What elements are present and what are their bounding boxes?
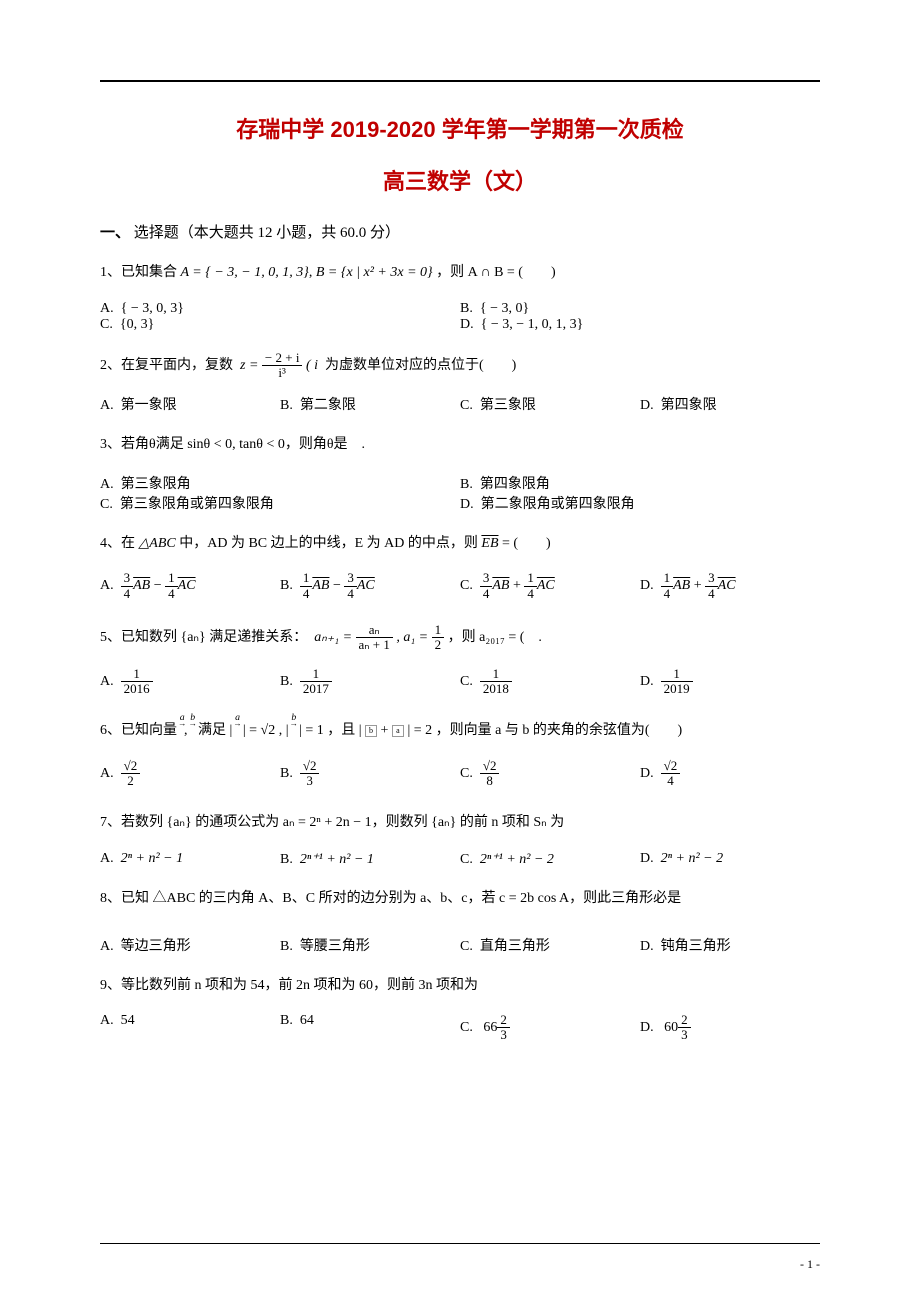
q2-opt-c: C. 第三象限 xyxy=(460,394,640,414)
question-4: 4、在 △ABC 中，AD 为 BC 边上的中线，E 为 AD 的中点，则 EB… xyxy=(100,531,820,558)
q4-opt-d: D. 14AB + 34AC xyxy=(640,571,820,601)
question-8: 8、已知 △ABC 的三内角 A、B、C 所对的边分别为 a、b、c，若 c =… xyxy=(100,886,820,913)
q2-prefix: 2、在复平面内，复数 xyxy=(100,358,233,373)
q2-suffix: 为虚数单位对应的点位于( ) xyxy=(325,358,516,373)
q7-opt-a: A. 2ⁿ + n² − 1 xyxy=(100,851,280,868)
question-5: 5、已知数列 {aₙ} 满足递推关系： aₙ₊₁ = aₙ aₙ + 1 , a… xyxy=(100,623,820,653)
q6-opt-b: B. √23 xyxy=(280,759,460,789)
q7-opt-c: C. 2ⁿ⁺¹ + n² − 2 xyxy=(460,851,640,868)
q8-options: A. 等边三角形 B. 等腰三角形 C. 直角三角形 D. 钝角三角形 xyxy=(100,935,820,955)
q6-mid2: , | xyxy=(279,723,289,738)
section-text: 选择题（本大题共 12 小题，共 60.0 分） xyxy=(134,225,400,241)
q4-opt-a: A. 34AB − 14AC xyxy=(100,571,280,601)
q1-stem-prefix: 1、已知集合 xyxy=(100,265,177,280)
q5-opt-a: A. 12016 xyxy=(100,667,280,697)
q4-options: A. 34AB − 14AC B. 14AB − 34AC C. 34AB + … xyxy=(100,571,820,601)
q4-opt-b: B. 14AB − 34AC xyxy=(280,571,460,601)
q4-mid: 中，AD 为 BC 边上的中线，E 为 AD 的中点，则 xyxy=(179,536,478,551)
q3-opt-c: C. 第三象限角或第四象限角 xyxy=(100,493,460,513)
q1-opt-c: C. {0, 3} xyxy=(100,317,460,333)
q5-options: A. 12016 B. 12017 C. 12018 D. 12019 xyxy=(100,667,820,697)
question-7: 7、若数列 {aₙ} 的通项公式为 aₙ = 2ⁿ + 2n − 1，则数列 {… xyxy=(100,810,820,837)
q6-mid3: ，且 | xyxy=(327,723,361,738)
q6-vec-a-icon: a→ xyxy=(181,718,185,745)
q2-i-note: ( i xyxy=(306,358,318,373)
q1-options: A. { − 3, 0, 3} B. { − 3, 0} C. {0, 3} D… xyxy=(100,301,820,333)
q2-opt-a: A. 第一象限 xyxy=(100,394,280,414)
q6-norm-b: | = 1 xyxy=(299,723,324,738)
q6-box-b: b xyxy=(365,725,377,737)
question-2: 2、在复平面内，复数 z = − 2 + i i³ ( i 为虚数单位对应的点位… xyxy=(100,351,820,381)
q2-opt-d: D. 第四象限 xyxy=(640,394,820,414)
q6-suffix: ，则向量 a 与 b 的夹角的余弦值为( ) xyxy=(436,723,683,738)
section-label: 一、 xyxy=(100,225,130,241)
q5-opt-d: D. 12019 xyxy=(640,667,820,697)
q1-stem-suffix: ，则 A ∩ B = ( ) xyxy=(436,265,556,280)
footer-rule xyxy=(100,1243,820,1244)
q6-vec-b-icon: b→ xyxy=(191,718,195,745)
q2-z: z = xyxy=(240,358,258,373)
title-line-2: 高三数学（文） xyxy=(100,164,820,196)
question-9: 9、等比数列前 n 项和为 54，前 2n 项和为 60，则前 3n 项和为 xyxy=(100,973,820,1000)
q5-a1-frac: 1 2 xyxy=(432,623,445,653)
q1-opt-b: B. { − 3, 0} xyxy=(460,301,820,317)
q2-frac: − 2 + i i³ xyxy=(262,351,303,381)
q3-opt-d: D. 第二象限角或第四象限角 xyxy=(460,493,820,513)
q6-box-a: a xyxy=(392,725,404,737)
q1-opt-d: D. { − 3, − 1, 0, 1, 3} xyxy=(460,317,820,333)
q5-a1-lhs: , a₁ = xyxy=(396,630,428,645)
q9-opt-d: D. 6023 xyxy=(640,1013,820,1043)
q5-suffix: ，则 a₂₀₁₇ = ( . xyxy=(448,630,542,645)
q6-sum-expr: + xyxy=(381,723,392,738)
q6-norm-sum: | = 2 xyxy=(407,723,432,738)
q5-rec-frac: aₙ aₙ + 1 xyxy=(356,623,393,653)
q6-prefix: 6、已知向量 xyxy=(100,723,177,738)
q8-opt-d: D. 钝角三角形 xyxy=(640,935,820,955)
page-number: - 1 - xyxy=(800,1257,820,1272)
q5-opt-b: B. 12017 xyxy=(280,667,460,697)
q6-opt-c: C. √28 xyxy=(460,759,640,789)
q2-options: A. 第一象限 B. 第二象限 C. 第三象限 D. 第四象限 xyxy=(100,394,820,414)
q5-prefix: 5、已知数列 {aₙ} 满足递推关系： xyxy=(100,630,307,645)
q5-rec-lhs: aₙ₊₁ = xyxy=(314,630,352,645)
q5-opt-c: C. 12018 xyxy=(460,667,640,697)
q1-set-b: B = {x | x² + 3x = 0} xyxy=(316,265,433,280)
q6-vec-a2-icon: a→ xyxy=(236,718,240,745)
q4-suffix: = ( ) xyxy=(502,536,551,551)
question-1: 1、已知集合 A = { − 3, − 1, 0, 1, 3}, B = {x … xyxy=(100,260,820,287)
q6-norm-a: | = √2 xyxy=(243,723,275,738)
q8-opt-b: B. 等腰三角形 xyxy=(280,935,460,955)
q9-opt-c: C. 6623 xyxy=(460,1013,640,1043)
q9-opt-b: B. 64 xyxy=(280,1013,460,1043)
q6-opt-d: D. √24 xyxy=(640,759,820,789)
q6-vec-b2-icon: b→ xyxy=(292,718,296,745)
question-6: 6、已知向量 a→ , b→ 满足 | a→ | = √2 , | b→ | =… xyxy=(100,718,820,745)
q1-set-a: A = { − 3, − 1, 0, 1, 3} xyxy=(181,265,309,280)
section-1-heading: 一、 选择题（本大题共 12 小题，共 60.0 分） xyxy=(100,221,820,242)
question-3: 3、若角θ满足 sinθ < 0, tanθ < 0，则角θ是 . xyxy=(100,432,820,459)
q4-prefix: 4、在 xyxy=(100,536,135,551)
q9-options: A. 54 B. 64 C. 6623 D. 6023 xyxy=(100,1013,820,1043)
q9-opt-a: A. 54 xyxy=(100,1013,280,1043)
q1-opt-a: A. { − 3, 0, 3} xyxy=(100,301,460,317)
title-line-1: 存瑞中学 2019-2020 学年第一学期第一次质检 xyxy=(100,112,820,144)
q4-opt-c: C. 34AB + 14AC xyxy=(460,571,640,601)
q8-opt-a: A. 等边三角形 xyxy=(100,935,280,955)
q7-opt-b: B. 2ⁿ⁺¹ + n² − 1 xyxy=(280,851,460,868)
top-rule xyxy=(100,80,820,82)
q7-options: A. 2ⁿ + n² − 1 B. 2ⁿ⁺¹ + n² − 1 C. 2ⁿ⁺¹ … xyxy=(100,851,820,868)
q3-options: A. 第三象限角 B. 第四象限角 C. 第三象限角或第四象限角 D. 第二象限… xyxy=(100,473,820,513)
q3-opt-b: B. 第四象限角 xyxy=(460,473,820,493)
q8-opt-c: C. 直角三角形 xyxy=(460,935,640,955)
q6-opt-a: A. √22 xyxy=(100,759,280,789)
q4-vec-eb: EB xyxy=(481,536,498,551)
exam-page: 存瑞中学 2019-2020 学年第一学期第一次质检 高三数学（文） 一、 选择… xyxy=(0,0,920,1302)
q6-mid1: 满足 | xyxy=(198,723,232,738)
q3-opt-a: A. 第三象限角 xyxy=(100,473,460,493)
q6-options: A. √22 B. √23 C. √28 D. √24 xyxy=(100,759,820,789)
q7-opt-d: D. 2ⁿ + n² − 2 xyxy=(640,851,820,868)
q4-triangle: △ABC xyxy=(139,536,176,551)
q2-opt-b: B. 第二象限 xyxy=(280,394,460,414)
